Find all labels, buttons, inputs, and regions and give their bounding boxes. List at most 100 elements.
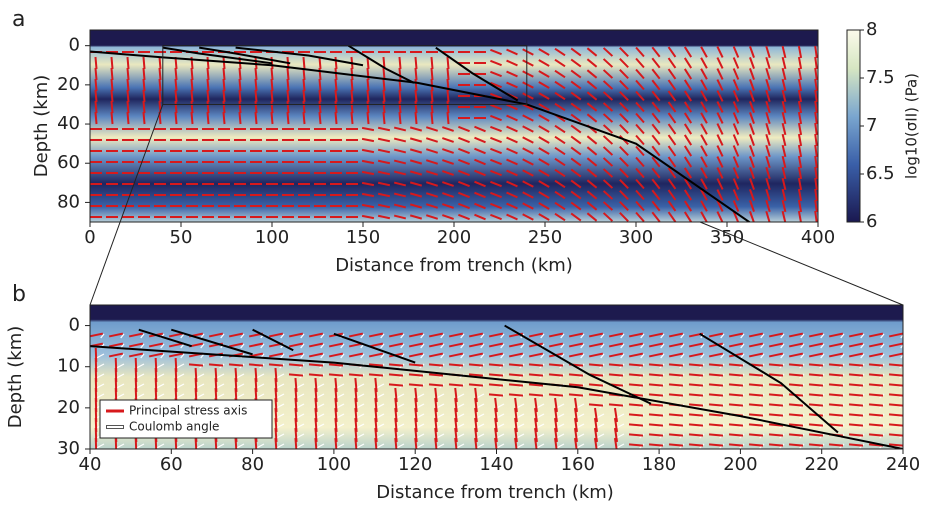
- stress-dash: [814, 78, 818, 92]
- coulomb-dash: [440, 343, 445, 349]
- stress-dash: [206, 89, 210, 103]
- stress-dash: [128, 332, 144, 338]
- stress-dash: [651, 123, 661, 135]
- stress-dash: [428, 352, 444, 358]
- stress-dash: [554, 80, 566, 90]
- stress-dash: [708, 363, 724, 367]
- coulomb-dash: [396, 423, 405, 429]
- stress-dash: [350, 89, 354, 103]
- coulomb-dash: [456, 423, 465, 429]
- stress-dash: [374, 437, 378, 449]
- stress-dash: [270, 111, 274, 125]
- stress-dash: [888, 342, 903, 348]
- stress-dash: [765, 67, 771, 81]
- stress-dash: [768, 433, 784, 437]
- stress-dash: [570, 102, 582, 112]
- coulomb-dash: [336, 403, 345, 409]
- coulomb-dash: [496, 413, 505, 419]
- stress-dash: [732, 145, 740, 157]
- stress-dash: [648, 373, 664, 377]
- stress-dash: [490, 147, 502, 155]
- stress-dash: [828, 373, 844, 377]
- stress-dash: [522, 125, 534, 133]
- coulomb-dash: [116, 373, 125, 379]
- stress-dash: [448, 352, 464, 358]
- stress-dash: [366, 89, 370, 103]
- stress-dash: [414, 111, 418, 125]
- stress-dash: [538, 92, 550, 100]
- coulomb-dash: [476, 423, 485, 429]
- stress-dash: [538, 114, 550, 122]
- stress-dash: [468, 342, 484, 348]
- stress-dash: [848, 433, 864, 437]
- stress-dash: [522, 136, 534, 144]
- stress-dash: [651, 211, 661, 222]
- stress-dash: [797, 78, 803, 92]
- stress-dash: [628, 332, 644, 338]
- x-tick-label: 100: [317, 454, 351, 475]
- stress-dash: [700, 134, 708, 146]
- stress-dash: [302, 111, 306, 125]
- stress-dash: [408, 363, 424, 367]
- stress-dash: [732, 156, 740, 168]
- stress-dash: [425, 159, 439, 165]
- stress-dash: [94, 100, 98, 114]
- coulomb-dash: [456, 443, 465, 449]
- stress-dash: [506, 158, 518, 166]
- coulomb-dash: [140, 333, 145, 339]
- stress-dash: [490, 48, 502, 56]
- stress-dash: [683, 46, 693, 58]
- stress-dash: [488, 332, 504, 338]
- coulomb-dash: [680, 343, 685, 349]
- stress-dash: [488, 352, 504, 358]
- coulomb-dash: [156, 373, 165, 379]
- stress-dash: [522, 158, 534, 166]
- stress-dash: [458, 191, 470, 199]
- stress-dash: [781, 78, 787, 92]
- coulomb-dash: [376, 443, 385, 449]
- coulomb-dash: [356, 403, 365, 409]
- stress-dash: [667, 200, 677, 212]
- coulomb-dash: [236, 373, 245, 379]
- stress-dash: [588, 393, 604, 397]
- coulomb-dash: [556, 423, 565, 429]
- coulomb-dash: [176, 373, 185, 379]
- stress-dash: [688, 433, 704, 437]
- stress-dash: [708, 413, 724, 417]
- stress-dash: [377, 181, 391, 187]
- coulomb-dash: [616, 443, 625, 449]
- coulomb-dash: [596, 443, 605, 449]
- y-tick-label: 20: [57, 397, 80, 418]
- stress-dash: [288, 342, 304, 348]
- stress-dash: [668, 342, 684, 348]
- coulomb-dash: [376, 403, 385, 409]
- stress-dash: [222, 89, 226, 103]
- stress-dash: [382, 111, 386, 125]
- stress-dash: [128, 352, 144, 358]
- stress-dash: [651, 112, 661, 124]
- fault-line: [171, 328, 253, 356]
- coulomb-dash: [160, 353, 165, 359]
- stress-dash: [188, 363, 204, 367]
- stress-dash: [828, 393, 844, 397]
- stress-dash: [570, 157, 582, 167]
- stress-dash: [716, 68, 724, 80]
- stress-dash: [388, 373, 404, 377]
- stress-dash: [667, 112, 677, 124]
- stress-dash: [708, 443, 724, 447]
- coulomb-dash: [200, 343, 205, 349]
- stress-dash: [554, 407, 558, 423]
- coulomb-dash: [800, 343, 805, 349]
- stress-dash: [458, 147, 470, 155]
- coulomb-dash: [380, 353, 385, 359]
- coulomb-dash: [136, 393, 145, 399]
- stress-dash: [248, 342, 264, 348]
- stress-dash: [458, 136, 470, 144]
- stress-dash: [888, 403, 903, 407]
- stress-dash: [683, 145, 693, 157]
- stress-dash: [430, 111, 434, 125]
- x-tick-label: 240: [886, 454, 920, 475]
- stress-dash: [538, 125, 550, 133]
- stress-dash: [588, 363, 604, 367]
